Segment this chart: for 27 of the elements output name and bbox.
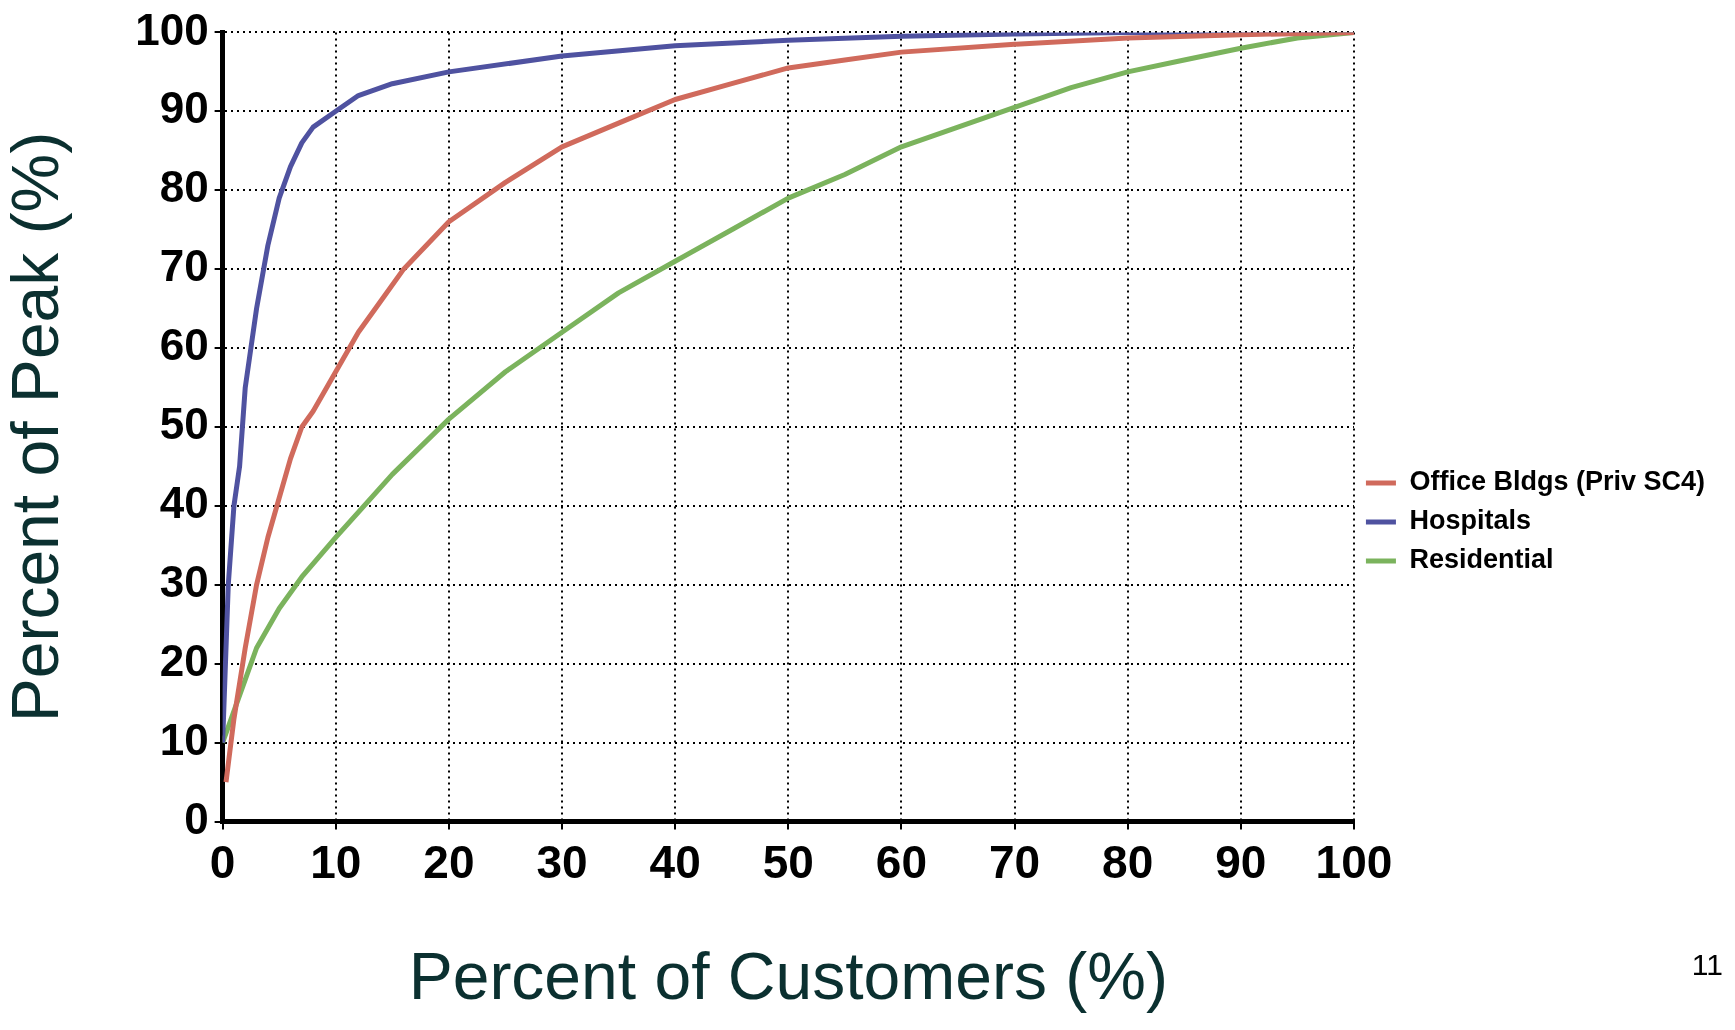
x-tick-label: 50 xyxy=(762,835,814,888)
x-tick-label: 90 xyxy=(1215,835,1267,888)
y-tick-label: 0 xyxy=(184,793,209,843)
x-tick-label: 10 xyxy=(310,835,362,888)
y-tick-label: 40 xyxy=(159,478,209,528)
x-tick-label: 40 xyxy=(649,835,701,888)
y-tick-label: 100 xyxy=(135,4,209,54)
x-tick-label: 60 xyxy=(875,835,927,888)
x-tick-label: 80 xyxy=(1102,835,1154,888)
y-tick-label: 30 xyxy=(159,556,209,606)
y-tick-label: 50 xyxy=(159,399,209,449)
x-tick-label: 30 xyxy=(536,835,588,888)
x-tick-label: 70 xyxy=(988,835,1041,888)
x-tick-label: 20 xyxy=(423,835,475,888)
legend-label: Hospitals xyxy=(1409,505,1531,536)
y-tick-label: 10 xyxy=(159,714,209,764)
y-axis-title: Percent of Peak (%) xyxy=(0,131,72,723)
y-tick-label: 90 xyxy=(159,83,209,133)
y-tick-label: 20 xyxy=(159,635,209,685)
y-tick-label: 60 xyxy=(159,320,209,370)
y-tick-label: 70 xyxy=(159,241,209,291)
x-axis-title: Percent of Customers (%) xyxy=(408,938,1168,1013)
x-tick-label: 100 xyxy=(1315,835,1393,888)
y-tick-label: 80 xyxy=(159,162,209,212)
legend-label: Residential xyxy=(1409,544,1554,575)
text: 11 xyxy=(1691,948,1723,982)
legend-label: Office Bldgs (Priv SC4) xyxy=(1409,466,1706,497)
